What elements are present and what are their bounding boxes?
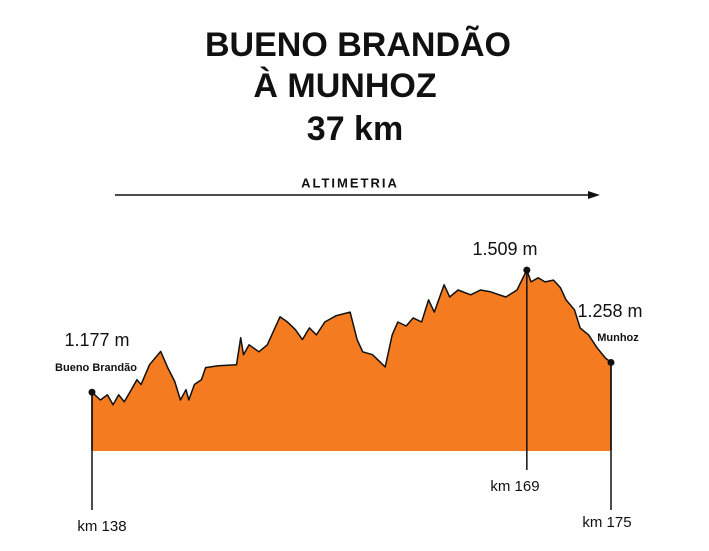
place-label: Bueno Brandão: [55, 362, 137, 374]
title-line: 37 km: [307, 110, 403, 148]
title-line: BUENO BRANDÃO: [205, 26, 511, 64]
elevation-label: 1.177 m: [64, 330, 129, 350]
elevation-label: 1.258 m: [577, 301, 642, 321]
marker-point: [523, 266, 531, 274]
marker-point: [88, 388, 96, 396]
elevation-area: [91, 269, 612, 451]
x-axis-label: ALTIMETRIA: [301, 175, 399, 190]
km-label: km 138: [77, 518, 126, 535]
marker-point: [607, 358, 615, 366]
elevation-label: 1.509 m: [472, 239, 537, 259]
km-label: km 175: [582, 514, 631, 531]
place-label: Munhoz: [597, 332, 639, 344]
title-line: À MUNHOZ: [253, 67, 436, 105]
arrow-head: [588, 191, 600, 199]
km-label: km 169: [490, 478, 539, 495]
